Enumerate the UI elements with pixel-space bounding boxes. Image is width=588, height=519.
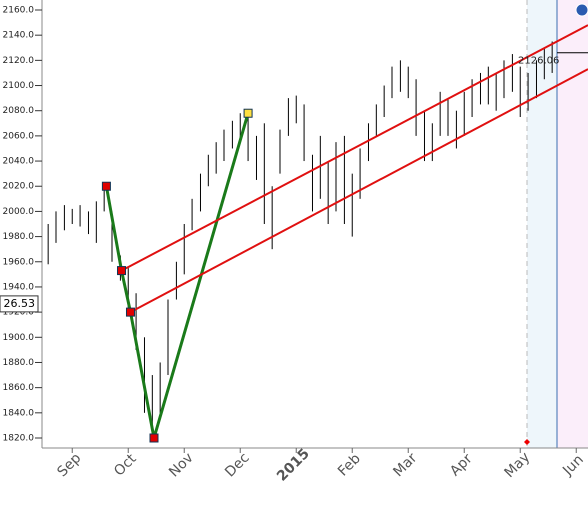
- y-tick-label: 1960.0: [3, 257, 35, 267]
- crosshair-label: 26.53: [4, 297, 36, 310]
- y-tick-label: 2040.0: [3, 157, 35, 167]
- last-price-label: 2126.06: [518, 56, 559, 67]
- future-zone: [557, 0, 588, 448]
- y-tick-label: 1920.0: [3, 308, 35, 318]
- trend-line: [121, 24, 588, 272]
- y-tick-label: 1940.0: [3, 282, 35, 292]
- y-tick-label: 2020.0: [3, 182, 35, 192]
- y-tick-label: 2080.0: [3, 106, 35, 116]
- y-tick-label: 2100.0: [3, 81, 35, 91]
- y-tick-label: 2140.0: [3, 31, 35, 41]
- y-tick-label: 1900.0: [3, 333, 35, 343]
- y-tick-label: 2000.0: [3, 207, 35, 217]
- y-tick-label: 1980.0: [3, 232, 35, 242]
- y-tick-label: 2060.0: [3, 131, 35, 141]
- globe-icon[interactable]: [575, 3, 588, 17]
- pivot-marker: [243, 108, 253, 118]
- y-tick-label: 1840.0: [3, 408, 35, 418]
- crosshair-box: [0, 295, 39, 313]
- projection-zone: [527, 0, 557, 448]
- event-marker: [524, 439, 530, 445]
- pivot-marker: [101, 181, 111, 191]
- y-tick-label: 2120.0: [3, 56, 35, 66]
- pivot-marker: [125, 307, 135, 317]
- trend-line: [130, 68, 588, 314]
- y-tick-label: 2160.0: [3, 6, 35, 16]
- y-tick-label: 1820.0: [3, 434, 35, 444]
- pivot-marker: [149, 433, 159, 443]
- pivot-marker: [117, 266, 127, 276]
- y-tick-label: 1860.0: [3, 383, 35, 393]
- y-tick-label: 1880.0: [3, 358, 35, 368]
